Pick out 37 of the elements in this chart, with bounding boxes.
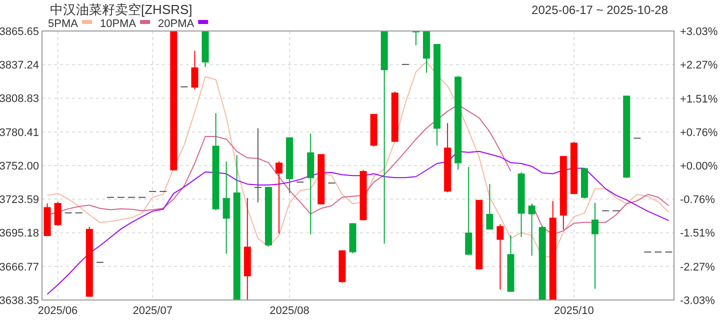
x-tick-label: 2025/10 — [554, 305, 594, 317]
candlestick — [528, 203, 536, 256]
y2-tick-label: +0.76% — [680, 126, 718, 139]
y2-tick-label: -3.03% — [680, 295, 716, 307]
y2-tick-label: -2.27% — [680, 261, 716, 274]
y2-tick-label: +0.00% — [680, 160, 718, 172]
legend-label: 10PMA — [100, 18, 137, 30]
x-tick-label: 2025/07 — [132, 305, 172, 317]
y-tick-label: 3808.83 — [0, 93, 39, 106]
y2-tick-label: -1.51% — [680, 228, 716, 240]
y2-tick-label: +3.03% — [680, 26, 718, 38]
candlestick — [191, 50, 198, 90]
x-tick-label: 2025/08 — [270, 305, 310, 317]
chart-subtitle: 2025-06-17 ~ 2025-10-28 — [532, 3, 668, 17]
y-tick-label: 3666.77 — [0, 261, 39, 274]
y-tick-label: 3837.24 — [0, 60, 39, 72]
candlestick — [496, 224, 504, 290]
candlestick — [222, 160, 230, 254]
candlestick — [254, 128, 262, 203]
legend-label: 5PMA — [48, 18, 79, 30]
candlestick — [486, 183, 494, 230]
y2-tick-label: +2.27% — [680, 60, 718, 72]
y-tick-label: 3695.18 — [0, 228, 39, 240]
candlestick — [276, 160, 282, 234]
legend-label: 20PMA — [158, 18, 195, 30]
y-tick-label: 3780.41 — [0, 126, 39, 139]
y-tick-label: 3865.65 — [0, 26, 39, 38]
y-tick-label: 3723.59 — [0, 194, 39, 206]
candlestick — [54, 201, 62, 226]
chart-title: 中汉油菜籽卖空[ZHSRS] — [50, 2, 192, 17]
x-tick-label: 2025/06 — [38, 305, 78, 317]
y2-tick-label: -0.76% — [680, 194, 716, 206]
candlestick — [592, 202, 598, 290]
y2-tick-label: +1.51% — [680, 93, 718, 106]
y-tick-label: 3638.35 — [0, 295, 39, 307]
y-tick-label: 3752.00 — [0, 160, 39, 172]
candlestick — [465, 166, 472, 256]
